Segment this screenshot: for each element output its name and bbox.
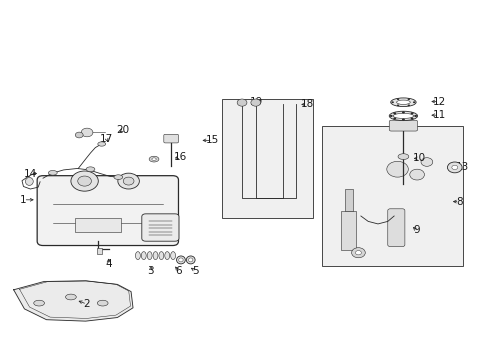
Ellipse shape: [147, 252, 152, 260]
Ellipse shape: [48, 171, 57, 175]
Ellipse shape: [34, 300, 44, 306]
Circle shape: [355, 251, 361, 255]
Text: 14: 14: [23, 168, 37, 179]
Circle shape: [410, 112, 413, 114]
Text: 17: 17: [100, 134, 113, 144]
Ellipse shape: [65, 294, 76, 300]
Circle shape: [123, 177, 134, 185]
Text: 13: 13: [454, 162, 468, 172]
Ellipse shape: [397, 154, 408, 159]
Circle shape: [389, 115, 392, 117]
FancyBboxPatch shape: [388, 120, 417, 131]
Polygon shape: [14, 281, 133, 321]
Circle shape: [81, 128, 93, 137]
Ellipse shape: [159, 252, 163, 260]
Circle shape: [401, 118, 404, 121]
Ellipse shape: [151, 158, 156, 161]
Ellipse shape: [135, 252, 140, 260]
Circle shape: [392, 112, 395, 114]
Text: 4: 4: [105, 258, 112, 269]
Circle shape: [75, 132, 83, 138]
Ellipse shape: [153, 252, 158, 260]
Text: 11: 11: [431, 110, 445, 120]
Circle shape: [420, 158, 432, 166]
Text: 3: 3: [147, 266, 154, 276]
Circle shape: [412, 102, 415, 103]
Circle shape: [407, 104, 409, 106]
FancyBboxPatch shape: [387, 209, 404, 247]
Circle shape: [237, 99, 246, 106]
Text: 7: 7: [165, 228, 172, 238]
Circle shape: [118, 173, 139, 189]
Text: 16: 16: [173, 152, 186, 162]
Text: 10: 10: [412, 153, 425, 163]
Ellipse shape: [164, 252, 169, 260]
Circle shape: [390, 102, 393, 103]
FancyBboxPatch shape: [37, 176, 178, 246]
Circle shape: [410, 117, 413, 120]
Text: 8: 8: [455, 197, 462, 207]
Bar: [321, 126, 462, 266]
Text: 9: 9: [412, 225, 419, 235]
Ellipse shape: [98, 142, 105, 146]
Ellipse shape: [149, 156, 159, 162]
Circle shape: [71, 171, 98, 191]
Ellipse shape: [114, 175, 122, 180]
Ellipse shape: [179, 258, 183, 262]
Bar: [341, 211, 355, 250]
Circle shape: [413, 115, 416, 117]
Bar: [97, 248, 102, 254]
Text: 5: 5: [192, 266, 199, 276]
Text: 2: 2: [83, 299, 90, 309]
Ellipse shape: [390, 98, 415, 107]
Ellipse shape: [388, 111, 417, 121]
Ellipse shape: [97, 300, 108, 306]
Ellipse shape: [25, 177, 33, 185]
Circle shape: [351, 248, 365, 258]
Text: 18: 18: [300, 99, 313, 109]
FancyBboxPatch shape: [142, 214, 179, 241]
FancyBboxPatch shape: [163, 134, 178, 143]
Ellipse shape: [392, 113, 413, 118]
Text: 1: 1: [20, 195, 27, 205]
Text: 12: 12: [431, 96, 445, 107]
Text: 15: 15: [205, 135, 219, 145]
Circle shape: [451, 165, 457, 170]
Ellipse shape: [188, 258, 192, 262]
Ellipse shape: [176, 256, 185, 264]
Ellipse shape: [86, 167, 95, 172]
Bar: [222, 99, 312, 218]
Bar: [344, 189, 352, 211]
Circle shape: [250, 99, 260, 106]
Ellipse shape: [186, 256, 195, 264]
Text: 19: 19: [249, 96, 263, 107]
Text: 20: 20: [117, 125, 129, 135]
Circle shape: [401, 111, 404, 113]
Circle shape: [447, 162, 461, 173]
Circle shape: [409, 169, 424, 180]
Ellipse shape: [170, 252, 175, 260]
Circle shape: [407, 98, 409, 100]
Circle shape: [396, 104, 398, 106]
Text: 6: 6: [175, 266, 182, 276]
Ellipse shape: [396, 100, 409, 104]
Circle shape: [396, 98, 398, 100]
Ellipse shape: [141, 252, 146, 260]
Circle shape: [386, 161, 407, 177]
Bar: [75, 218, 121, 232]
Circle shape: [392, 117, 395, 120]
Circle shape: [78, 176, 91, 186]
